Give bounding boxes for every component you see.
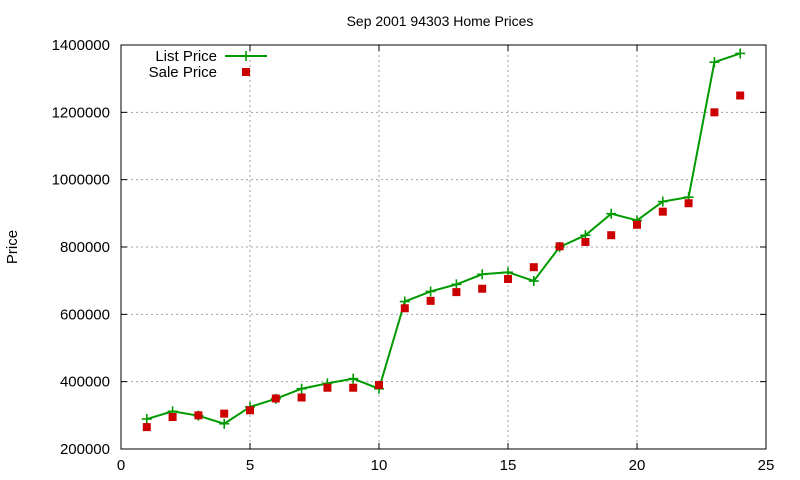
x-tick-label: 0 [117, 457, 125, 474]
legend-marker [242, 68, 250, 76]
data-point-sale-price [375, 381, 383, 390]
series [141, 48, 746, 432]
data-point-sale-price [478, 284, 487, 293]
data-point-list-price [528, 276, 539, 287]
data-point-list-price [709, 57, 720, 68]
data-point-sale-price [710, 108, 719, 117]
data-point-list-price [296, 383, 307, 394]
data-point-sale-price [168, 413, 177, 422]
legend-label-list-price: List Price [155, 48, 217, 65]
data-point-sale-price [194, 411, 203, 420]
data-point-sale-price [142, 423, 151, 432]
y-tick-label: 400000 [60, 374, 110, 391]
data-point-sale-price [220, 409, 229, 418]
y-tick-label: 1200000 [52, 104, 110, 121]
data-point-list-price [657, 196, 668, 207]
data-point-list-price [348, 373, 359, 384]
x-tick-label: 10 [371, 457, 388, 474]
legend-symbol-sale-price [242, 68, 250, 76]
x-tick-label: 20 [629, 457, 646, 474]
y-tick-label: 800000 [60, 239, 110, 256]
data-point-list-price [219, 418, 230, 429]
data-point-sale-price [452, 288, 461, 297]
data-point-list-price [451, 279, 462, 290]
y-tick-label: 1400000 [52, 37, 110, 54]
x-tick-label: 15 [500, 457, 517, 474]
data-point-sale-price [246, 406, 254, 415]
y-tick-labels: 200000 400000 600000 800000 1000000 1200000 14… [52, 37, 110, 458]
grid [121, 45, 766, 449]
data-point-sale-price [349, 383, 358, 392]
data-point-sale-price [633, 220, 641, 229]
data-point-list-price [425, 286, 436, 297]
axis-ticks [120, 44, 767, 450]
data-point-sale-price [323, 383, 332, 392]
x-tick-label: 25 [758, 457, 775, 474]
data-point-list-price [735, 48, 746, 59]
data-point-sale-price [529, 263, 538, 272]
data-point-sale-price [504, 274, 512, 283]
x-tick-labels: 0 5 10 15 20 25 [117, 457, 775, 474]
data-point-list-price [477, 269, 488, 280]
data-point-list-price [606, 208, 617, 219]
y-tick-label: 600000 [60, 306, 110, 323]
chart-title: Sep 2001 94303 Home Prices [347, 13, 534, 29]
y-tick-label: 200000 [60, 441, 110, 458]
legend-symbol-list-price [225, 51, 267, 61]
data-point-sale-price [684, 199, 693, 208]
data-point-sale-price [658, 207, 667, 216]
data-point-sale-price [297, 393, 306, 402]
data-point-sale-price [400, 304, 409, 313]
data-point-sale-price [271, 394, 280, 403]
legend-marker [241, 51, 251, 61]
data-point-sale-price [426, 296, 435, 305]
x-tick-label: 5 [246, 457, 254, 474]
series-line-list-price [146, 52, 741, 425]
data-point-sale-price [581, 237, 590, 246]
data-point-sale-price [555, 242, 564, 251]
data-point-sale-price [607, 231, 616, 240]
y-tick-label: 1000000 [52, 172, 110, 189]
data-point-list-price [141, 414, 152, 425]
y-axis-label: Price [4, 230, 21, 264]
legend-label-sale-price: Sale Price [149, 64, 217, 81]
legend: List Price Sale Price [149, 48, 267, 81]
data-point-sale-price [736, 91, 745, 100]
